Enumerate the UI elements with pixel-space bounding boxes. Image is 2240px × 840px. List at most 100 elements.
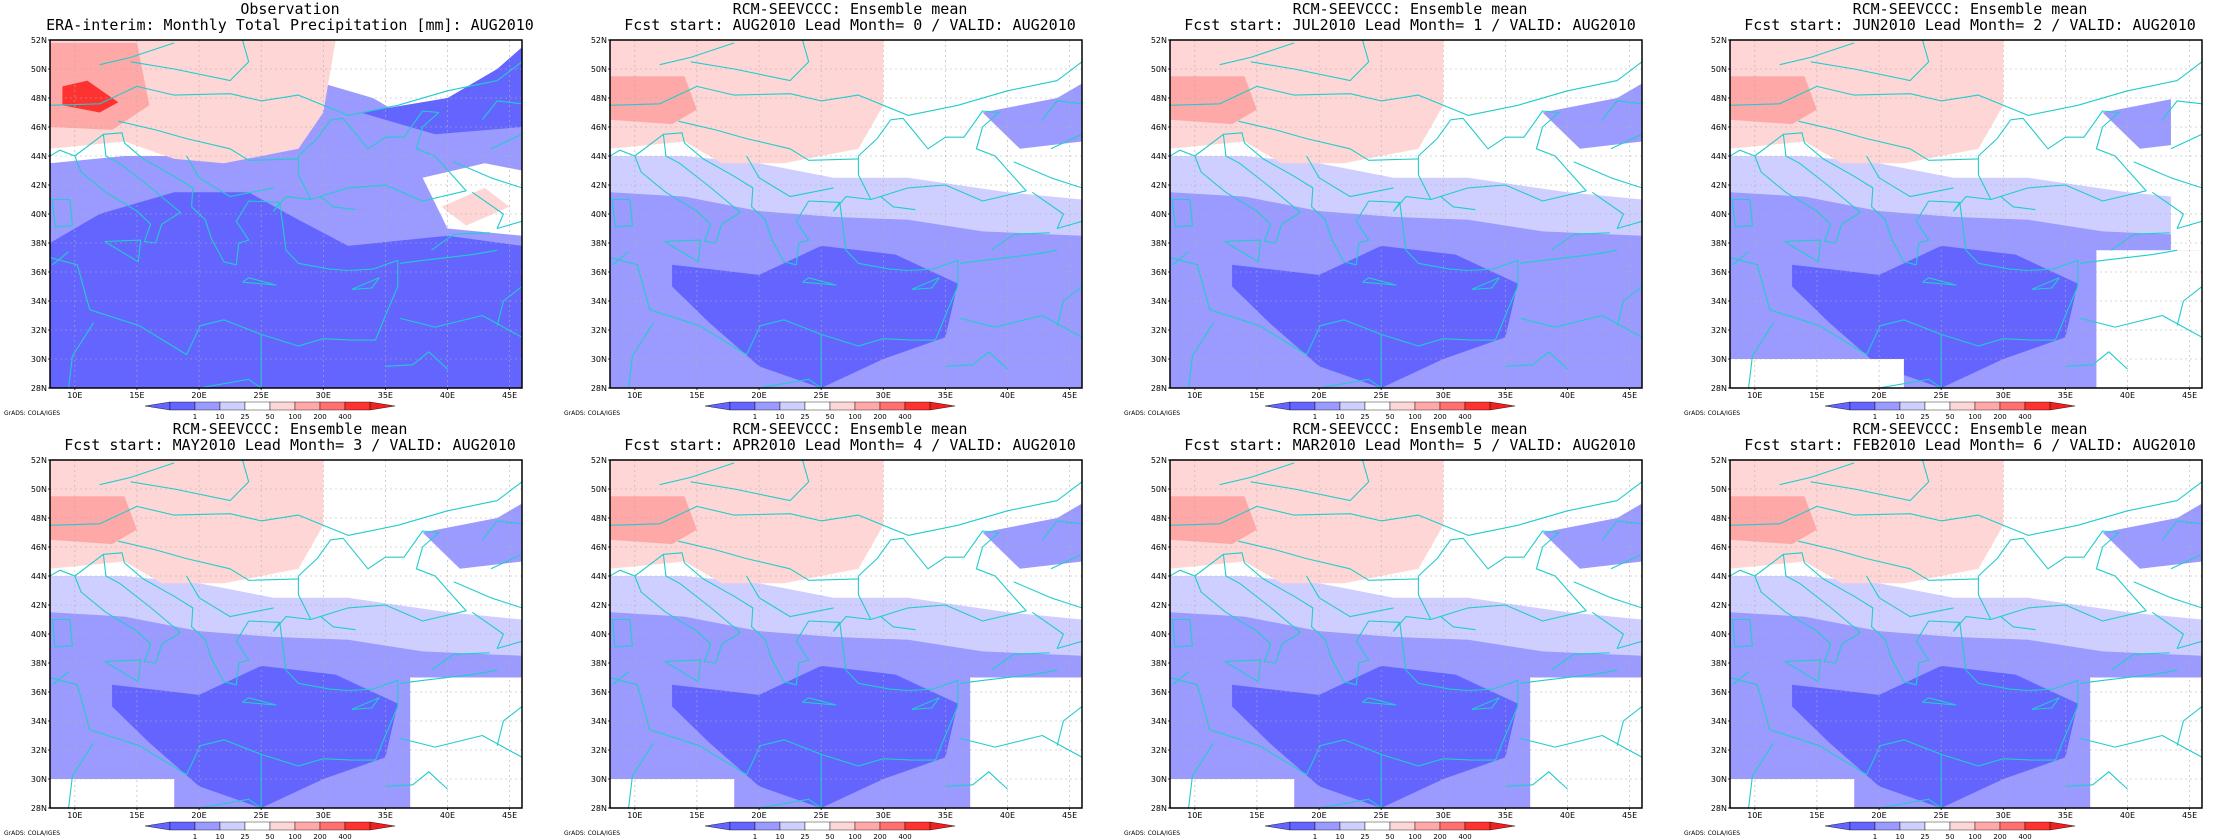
lon-tick-label: 20E bbox=[1311, 811, 1326, 820]
coastline bbox=[242, 277, 277, 286]
no-data-area bbox=[2090, 677, 2202, 808]
lon-tick-label: 25E bbox=[254, 391, 269, 400]
panel-title-line-1: RCM-SEEVCCC: Ensemble mean bbox=[733, 0, 968, 18]
coastline bbox=[1362, 697, 1397, 706]
precip-region bbox=[1730, 76, 1817, 125]
coastline bbox=[320, 196, 356, 211]
lon-tick-label: 10E bbox=[627, 811, 642, 820]
legend-swatch bbox=[754, 821, 781, 831]
coastline bbox=[1879, 798, 1942, 808]
lon-tick-label: 15E bbox=[689, 391, 704, 400]
lon-tick-label: 30E bbox=[1436, 811, 1451, 820]
panel-title-line-1: RCM-SEEVCCC: Ensemble mean bbox=[1853, 0, 2088, 18]
legend-swatch bbox=[1924, 401, 1951, 411]
lat-tick-label: 38N bbox=[31, 239, 47, 248]
lon-tick-label: 45E bbox=[2182, 811, 2197, 820]
legend-swatch bbox=[244, 401, 271, 411]
lat-tick-label: 32N bbox=[591, 326, 607, 335]
lat-tick-label: 34N bbox=[1151, 297, 1167, 306]
coastlines bbox=[50, 40, 522, 388]
legend-swatch bbox=[169, 821, 196, 831]
coastline bbox=[1224, 239, 1262, 263]
coastline bbox=[2080, 734, 2202, 758]
coastline bbox=[1031, 611, 1082, 650]
lon-tick-label: 20E bbox=[191, 811, 206, 820]
lat-tick-label: 50N bbox=[1151, 65, 1167, 74]
coastline bbox=[118, 120, 299, 161]
map-panel-lead0: RCM-SEEVCCC: Ensemble mean Fcst start: AU… bbox=[560, 0, 1120, 420]
legend-swatch bbox=[319, 401, 346, 411]
precip-region bbox=[1170, 496, 1257, 545]
legend-label: 400 bbox=[1458, 413, 1471, 420]
legend-swatch bbox=[219, 821, 246, 831]
coastline bbox=[759, 798, 822, 808]
grads-credit: GrADS: COLA/IGES bbox=[4, 830, 60, 837]
legend-swatch bbox=[1849, 401, 1876, 411]
lat-tick-label: 42N bbox=[1151, 601, 1167, 610]
coastline bbox=[99, 462, 175, 486]
coastline bbox=[74, 554, 181, 664]
coastline bbox=[1170, 481, 1642, 536]
lat-tick-label: 44N bbox=[1711, 152, 1727, 161]
lat-tick-label: 38N bbox=[1711, 239, 1727, 248]
coastline bbox=[1188, 322, 1214, 388]
legend-label: 10 bbox=[216, 413, 225, 420]
legend-label: 400 bbox=[338, 833, 351, 840]
lat-tick-label: 48N bbox=[591, 514, 607, 523]
coastline bbox=[2170, 553, 2202, 570]
legend-label: 100 bbox=[848, 833, 861, 840]
map-panel-lead2: RCM-SEEVCCC: Ensemble mean Fcst start: JU… bbox=[1680, 0, 2240, 420]
coastline bbox=[2065, 351, 2128, 370]
coastline bbox=[990, 232, 1050, 251]
legend-label: 25 bbox=[1921, 833, 1930, 840]
lat-tick-label: 32N bbox=[591, 746, 607, 755]
legend-swatch bbox=[1314, 401, 1341, 411]
legend-colorbar: 1 10 25 50 100 200 400 bbox=[1824, 821, 2076, 840]
coastline bbox=[51, 618, 73, 648]
precipitation-field bbox=[50, 40, 522, 388]
coastline bbox=[1306, 155, 1394, 198]
legend-swatch bbox=[829, 401, 856, 411]
coastline bbox=[690, 460, 810, 502]
coastline bbox=[1170, 622, 1519, 776]
coastline bbox=[52, 671, 69, 686]
lat-tick-label: 38N bbox=[591, 659, 607, 668]
legend-swatch bbox=[1389, 401, 1416, 411]
legend-label: 10 bbox=[1336, 833, 1345, 840]
legend-label: 50 bbox=[826, 833, 835, 840]
lat-tick-label: 28N bbox=[591, 384, 607, 393]
coastline bbox=[1550, 652, 1610, 671]
lat-tick-label: 46N bbox=[31, 123, 47, 132]
coastline bbox=[1056, 286, 1082, 326]
lon-tick-label: 35E bbox=[1498, 811, 1513, 820]
coastline bbox=[659, 42, 735, 66]
legend-swatch bbox=[294, 821, 321, 831]
lat-tick-label: 44N bbox=[1711, 572, 1727, 581]
lon-tick-label: 30E bbox=[1436, 391, 1451, 400]
coastline bbox=[1194, 134, 1301, 244]
coastline bbox=[664, 659, 702, 683]
coastline bbox=[1730, 149, 1755, 157]
coastline bbox=[1171, 618, 1193, 648]
grads-credit: GrADS: COLA/IGES bbox=[564, 830, 620, 837]
legend-label: 100 bbox=[848, 413, 861, 420]
lat-tick-label: 46N bbox=[591, 543, 607, 552]
legend-swatch bbox=[1439, 401, 1466, 411]
precip-region bbox=[982, 503, 1082, 569]
lon-tick-label: 45E bbox=[502, 811, 517, 820]
lat-tick-label: 40N bbox=[31, 210, 47, 219]
coastline bbox=[1573, 581, 1642, 609]
lon-tick-label: 25E bbox=[814, 811, 829, 820]
coastline bbox=[2151, 191, 2202, 230]
legend-swatch bbox=[194, 401, 221, 411]
lat-tick-label: 50N bbox=[591, 485, 607, 494]
legend-swatch bbox=[169, 401, 196, 411]
precip-region bbox=[50, 42, 150, 130]
coastline bbox=[1601, 100, 1642, 121]
lon-tick-label: 35E bbox=[938, 391, 953, 400]
coastline bbox=[50, 61, 522, 116]
legend-colorbar: 1 10 25 50 100 200 400 bbox=[1264, 401, 1516, 420]
lat-tick-label: 34N bbox=[591, 297, 607, 306]
panel-title-line-1: RCM-SEEVCCC: Ensemble mean bbox=[1853, 420, 2088, 438]
